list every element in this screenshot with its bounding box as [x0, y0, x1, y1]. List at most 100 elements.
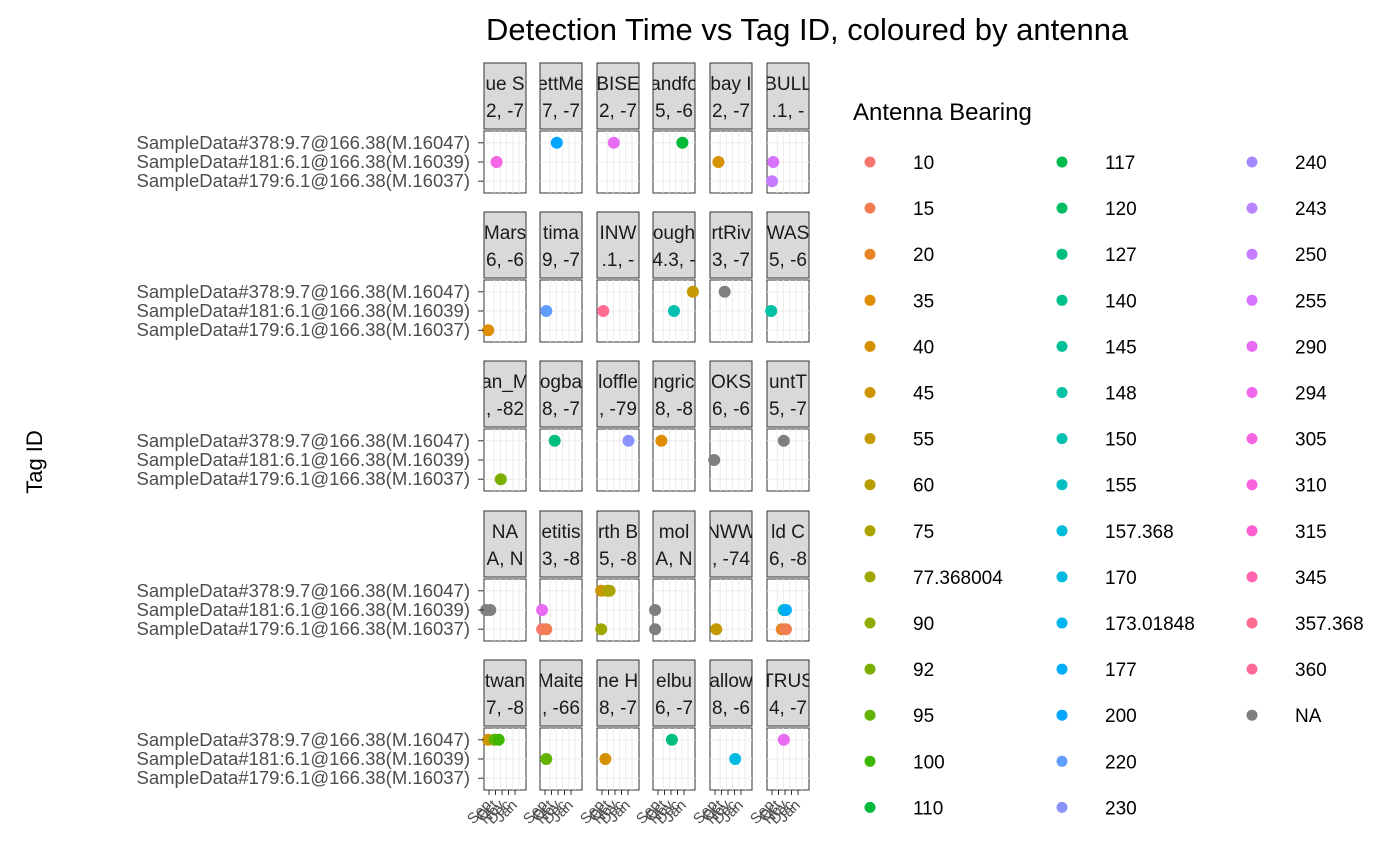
facet-strip — [709, 360, 753, 428]
legend-key — [1246, 202, 1258, 214]
facet-panel: twan 7, -8 — [482, 659, 527, 795]
legend-key — [864, 525, 876, 537]
legend-key — [1056, 571, 1068, 583]
legend-label: 40 — [913, 337, 934, 358]
legend-label: 10 — [913, 153, 934, 174]
facet-strip — [709, 62, 753, 130]
facet-strip-label: 2, -7 — [599, 101, 637, 122]
y-tick-label: SampleData#378:9.7@166.38(M.16047) — [137, 729, 471, 750]
legend-label: NA — [1295, 706, 1322, 727]
facet-strip-label: , -74 — [712, 549, 750, 570]
legend-key — [1246, 433, 1258, 445]
legend-key — [864, 202, 876, 214]
facet-strip-label: ne H — [598, 671, 638, 692]
legend-label: 250 — [1295, 245, 1327, 266]
legend-key — [864, 387, 876, 398]
legend-label: 127 — [1105, 245, 1137, 266]
legend-key — [1246, 479, 1258, 491]
legend-key — [864, 156, 876, 168]
legend-label: 315 — [1295, 522, 1327, 543]
facet-strip-label: 5, -8 — [599, 549, 637, 570]
facet-strip-label: Maite — [538, 671, 584, 692]
legend-key — [864, 571, 876, 583]
data-point — [482, 324, 495, 337]
legend-key — [1056, 202, 1068, 214]
legend-key — [1246, 248, 1258, 260]
legend-label: 230 — [1105, 798, 1137, 819]
data-point — [597, 305, 610, 317]
facet-strip — [483, 659, 527, 727]
legend-label: 177 — [1105, 660, 1137, 681]
legend-key — [1056, 248, 1068, 260]
facet-strip-label: 7, -7 — [542, 101, 580, 122]
facet-strip-label: 6, -8 — [769, 549, 807, 570]
data-point — [494, 473, 507, 486]
facet-strip-label: 8, -8 — [655, 399, 693, 420]
facet-strip — [596, 360, 640, 428]
facet-strip-label: 9, -7 — [542, 250, 580, 271]
data-point — [649, 604, 662, 616]
facet-panel: mol A, N — [649, 510, 696, 642]
facet-strip-label: WAS — [767, 223, 810, 244]
y-axis-title: Tag ID — [22, 430, 47, 494]
facet-strip-label: 2, -7 — [486, 101, 524, 122]
facet-strip — [539, 211, 583, 279]
facet-strip-label: rth B — [598, 522, 638, 543]
facet-strip-label: 5, -7 — [769, 399, 807, 420]
legend-label: 360 — [1295, 660, 1327, 681]
legend-key — [864, 479, 876, 491]
legend-key — [864, 755, 876, 767]
facet-panel: an_M , -82 — [483, 360, 527, 492]
data-point — [490, 156, 503, 168]
facet-strip-label: A, N — [487, 549, 524, 570]
facet-panel: ogba 8, -7 — [539, 360, 583, 492]
legend-key — [1056, 801, 1068, 813]
data-point — [540, 623, 553, 636]
y-tick-label: SampleData#179:6.1@166.38(M.16037) — [137, 767, 471, 788]
facet-strip-label: untT — [769, 372, 807, 393]
facet-strip-label: loffle — [598, 372, 638, 393]
y-tick-label: SampleData#181:6.1@166.38(M.16039) — [137, 599, 471, 620]
facet-strip-label: 8, -7 — [542, 399, 580, 420]
legend-key — [1056, 340, 1068, 352]
facet-strip — [652, 510, 696, 578]
data-point — [599, 753, 612, 765]
facet-strip-label: etitis — [541, 522, 580, 543]
facet-strip-label: elbu — [656, 671, 692, 692]
legend-key — [864, 248, 876, 260]
facet-strip — [483, 62, 527, 130]
facet-strip-label: .1, - — [772, 101, 805, 122]
legend-key — [1056, 387, 1068, 398]
legend-key — [864, 294, 876, 306]
facet-strip — [709, 211, 753, 279]
y-tick-label: SampleData#179:6.1@166.38(M.16037) — [137, 618, 471, 639]
facet-strip-label: ough — [653, 223, 695, 244]
facet-strip-label: andfo — [650, 74, 698, 95]
y-tick-label: SampleData#181:6.1@166.38(M.16039) — [137, 151, 471, 172]
legend-label: 45 — [913, 384, 934, 405]
y-tick-label: SampleData#378:9.7@166.38(M.16047) — [137, 281, 471, 302]
facet-panel: Maite , -66 — [538, 659, 584, 795]
legend-label: 294 — [1295, 384, 1327, 405]
legend-label: 75 — [913, 522, 934, 543]
data-point — [655, 434, 668, 447]
facet-strip-label: BULL — [764, 74, 812, 95]
data-point — [649, 623, 662, 636]
legend-key — [1246, 387, 1258, 398]
facet-strip — [596, 62, 640, 130]
legend-label: 255 — [1295, 291, 1327, 312]
legend-label: 55 — [913, 430, 934, 451]
facet-strip — [539, 659, 583, 727]
facet-strip-label: allow — [709, 671, 753, 692]
facet-panel: loffle , -79 — [596, 360, 640, 492]
legend-key — [1056, 663, 1068, 675]
facet-strip-label: OKS — [711, 372, 751, 393]
legend-label: 95 — [913, 706, 934, 727]
legend-key — [1246, 340, 1258, 352]
legend-key — [864, 433, 876, 445]
data-point — [708, 454, 721, 466]
facet-panel: rth B 5, -8 — [595, 510, 640, 642]
legend-key — [864, 709, 876, 721]
legend-label: 20 — [913, 245, 934, 266]
facet-strip-label: , -82 — [486, 399, 524, 420]
